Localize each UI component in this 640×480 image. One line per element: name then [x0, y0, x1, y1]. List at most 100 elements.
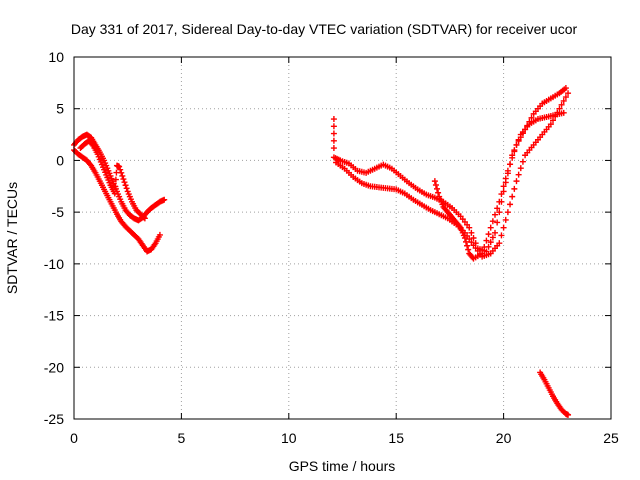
data-point — [565, 411, 572, 418]
y-tick-label: -20 — [44, 359, 64, 375]
data-point-interp — [435, 189, 442, 196]
data-point-interp — [434, 185, 441, 192]
data-point — [330, 145, 337, 152]
data-point — [141, 215, 148, 222]
data-point-interp — [509, 193, 516, 200]
data-point-interp — [519, 158, 526, 165]
data-point-interp — [489, 234, 496, 241]
data-point-interp — [515, 138, 522, 145]
data-point — [504, 209, 511, 216]
y-tick-label: -5 — [52, 204, 65, 220]
grid — [74, 57, 611, 419]
data-point-interp — [140, 214, 147, 221]
data-point — [330, 116, 337, 123]
data-point-interp — [517, 165, 524, 172]
data-points — [71, 85, 572, 418]
data-point — [492, 229, 499, 236]
data-point-interp — [502, 216, 509, 223]
data-point-interp — [509, 154, 516, 161]
data-point-interp — [550, 117, 557, 124]
data-point-interp — [494, 205, 501, 212]
data-point-interp — [481, 244, 488, 251]
y-tick-label: -15 — [44, 308, 64, 324]
data-point-interp — [496, 209, 503, 216]
data-point-interp — [489, 218, 496, 225]
x-tick-label: 0 — [70, 430, 78, 446]
data-point-interp — [500, 224, 507, 231]
data-point-interp — [511, 148, 518, 155]
data-point-interp — [500, 183, 507, 190]
data-point-interp — [330, 137, 337, 144]
data-point — [161, 196, 168, 203]
data-point-interp — [528, 114, 535, 121]
data-point-interp — [118, 169, 125, 176]
data-point-interp — [487, 239, 494, 246]
data-point-interp — [87, 161, 94, 168]
data-point — [496, 240, 503, 247]
data-point — [111, 190, 118, 197]
data-point — [431, 178, 438, 185]
data-point-interp — [517, 134, 524, 141]
data-point-interp — [492, 211, 499, 218]
data-point — [547, 121, 554, 128]
x-axis-label: GPS time / hours — [289, 458, 396, 474]
data-point-interp — [519, 130, 526, 137]
x-tick-label: 25 — [603, 430, 619, 446]
data-point-interp — [432, 181, 439, 188]
x-tick-label: 10 — [281, 430, 297, 446]
data-point-interp — [89, 141, 96, 148]
y-tick-label: 10 — [48, 49, 64, 65]
x-tick-label: 20 — [496, 430, 512, 446]
data-point-interp — [330, 130, 337, 137]
data-point-interp — [122, 182, 129, 189]
data-point-interp — [494, 219, 501, 226]
data-point — [120, 176, 127, 183]
data-point-interp — [558, 101, 565, 108]
data-point — [461, 235, 468, 241]
data-point — [513, 141, 520, 148]
data-point — [556, 105, 563, 112]
data-point-interp — [526, 118, 533, 125]
data-point — [562, 85, 569, 92]
data-point-interp — [552, 113, 559, 120]
y-axis-label: SDTVAR / TECUs — [4, 182, 20, 294]
data-point-interp — [466, 236, 473, 243]
data-point-interp — [117, 166, 124, 173]
data-point-interp — [463, 238, 470, 245]
y-tick-label: -25 — [44, 411, 64, 427]
data-point — [496, 198, 503, 205]
data-point — [522, 126, 529, 133]
data-point — [156, 231, 163, 238]
data-point-interp — [112, 176, 119, 183]
x-tick-label: 5 — [178, 430, 186, 446]
data-point — [487, 224, 494, 231]
data-point-interp — [502, 175, 509, 182]
data-point-interp — [468, 239, 475, 246]
data-point — [479, 250, 486, 257]
y-tick-label: 5 — [56, 101, 64, 117]
data-point-interp — [464, 242, 471, 249]
data-point-interp — [507, 201, 514, 208]
data-point-interp — [121, 179, 128, 186]
data-point-interp — [485, 231, 492, 238]
data-point-interp — [524, 122, 531, 129]
data-point — [560, 109, 567, 116]
data-point — [466, 224, 473, 231]
data-point-interp — [554, 109, 561, 116]
y-tick-label: 0 — [56, 152, 64, 168]
data-point-interp — [468, 229, 475, 236]
axis-ticks: 0 5 10 15 20 25 -25 -20 -15 -10 -5 0 5 10 — [44, 49, 619, 446]
x-tick-label: 15 — [388, 430, 404, 446]
data-point-interp — [123, 185, 130, 192]
data-point-interp — [511, 185, 518, 192]
data-point-interp — [515, 171, 522, 178]
data-point-interp — [330, 123, 337, 130]
data-point-interp — [119, 172, 126, 179]
plot-frame — [73, 56, 612, 420]
data-point-interp — [562, 94, 569, 101]
data-point-interp — [507, 161, 514, 168]
data-point — [513, 178, 520, 185]
data-point-interp — [470, 235, 477, 241]
data-point-interp — [456, 223, 463, 230]
